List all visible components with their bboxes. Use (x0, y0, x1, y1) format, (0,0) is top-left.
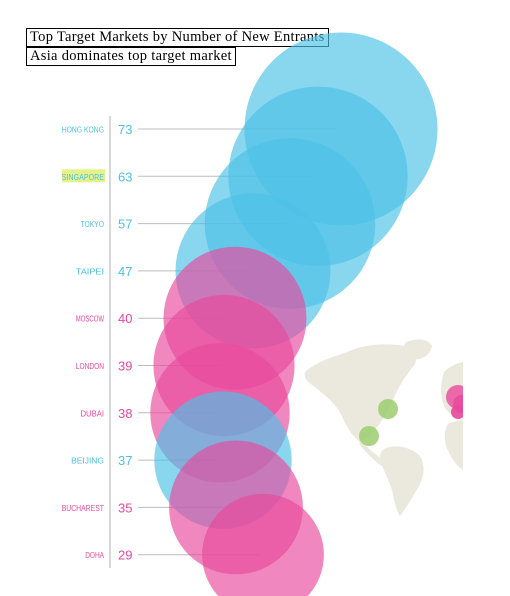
map-marker-north (378, 399, 398, 419)
category-label-beijing: BEIJING (71, 457, 104, 466)
category-label-london: LONDON (76, 362, 104, 371)
category-label-moscow: MOSCOW (76, 315, 105, 324)
map-marker-south (359, 426, 379, 446)
category-label-bucharest: BUCHAREST (62, 504, 104, 513)
category-label-taipei: TAIPEI (76, 267, 104, 276)
category-label-singapore: SINGAPORE (62, 173, 104, 182)
value-label-doha: 29 (118, 548, 132, 563)
map-north-america (304, 344, 417, 442)
chart-subtitle: Asia dominates top target market (26, 47, 236, 66)
value-label-dubai: 38 (118, 406, 132, 421)
value-label-beijing: 37 (118, 453, 132, 468)
map-marker-europe-3 (451, 405, 463, 419)
value-label-tokyo: 57 (118, 217, 132, 232)
map-africa (444, 420, 463, 470)
category-label-tokyo: TOKYO (81, 220, 105, 229)
value-label-moscow: 40 (118, 311, 132, 326)
category-label-dubai: DUBAI (81, 409, 105, 418)
value-label-taipei: 47 (118, 264, 132, 279)
map-central-america (359, 440, 386, 468)
highlight-singapore (62, 169, 105, 183)
category-label-doha: DOHA (85, 551, 104, 560)
chart-titles: Top Target Markets by Number of New Entr… (26, 28, 329, 66)
map-greenland (403, 339, 432, 360)
value-label-singapore: 63 (118, 169, 132, 184)
world-map (304, 339, 463, 516)
value-label-bucharest: 35 (118, 500, 132, 515)
value-label-hong-kong: 73 (118, 122, 132, 137)
value-label-london: 39 (118, 359, 132, 374)
labels: HONG KONG 73 SINGAPORE 63 TOKYO 57 TAIPEI 47 MOS… (62, 122, 133, 563)
category-label-hong-kong: HONG KONG (62, 126, 104, 135)
bubbles (150, 32, 438, 596)
bubble-doha (202, 493, 324, 596)
map-south-america (380, 446, 424, 516)
